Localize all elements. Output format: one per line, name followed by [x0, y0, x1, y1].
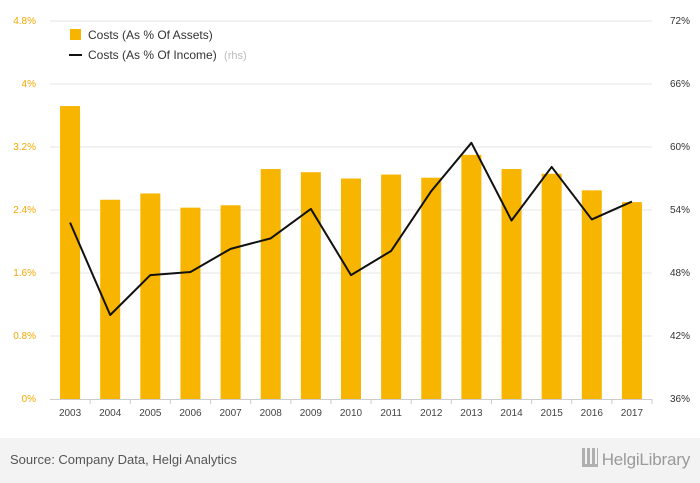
- right-axis-ticks: 36% 42% 48% 54% 60% 66% 72%: [670, 16, 690, 405]
- bar: [341, 178, 361, 399]
- bar: [621, 202, 642, 399]
- bar: [421, 177, 442, 399]
- bar: [581, 190, 602, 399]
- bar: [140, 193, 161, 399]
- combo-chart: 0% 0.8% 1.6% 2.4% 3.2% 4% 4.8% 36% 42% 48% 54% 60%…: [13, 16, 690, 419]
- legend-label-line: Costs (As % Of Income) (rhs): [88, 48, 247, 62]
- x-tick-label: 2013: [460, 408, 483, 419]
- left-tick-label: 4.8%: [13, 16, 36, 27]
- legend-line-name: Costs (As % Of Income): [88, 48, 217, 62]
- x-tick-label: 2017: [621, 408, 644, 419]
- left-axis-ticks: 0% 0.8% 1.6% 2.4% 3.2% 4% 4.8%: [13, 16, 36, 405]
- line-series: [69, 141, 633, 316]
- left-tick-label: 0.8%: [13, 331, 36, 342]
- brand-logo: HelgiLibrary: [581, 448, 691, 470]
- right-tick-label: 72%: [670, 16, 690, 27]
- x-tick-label: 2016: [581, 408, 604, 419]
- x-tick-label: 2004: [99, 408, 122, 419]
- x-tick-label: 2012: [420, 408, 443, 419]
- library-icon: [581, 448, 598, 467]
- x-tick-label: 2007: [219, 408, 242, 419]
- x-axis-ticks: 2003 2004 2005 2006 2007 2008 2009 2010 2011 2012…: [59, 399, 653, 419]
- bar-series: [60, 106, 642, 400]
- left-tick-label: 1.6%: [13, 268, 36, 279]
- right-tick-label: 54%: [670, 205, 690, 216]
- bar: [381, 174, 402, 399]
- legend: Costs (As % Of Assets) Costs (As % Of In…: [69, 28, 247, 62]
- left-tick-label: 0%: [22, 394, 37, 405]
- x-tick-label: 2003: [59, 408, 82, 419]
- right-tick-label: 66%: [670, 79, 690, 90]
- bar: [100, 199, 121, 399]
- source-text: Source: Company Data, Helgi Analytics: [10, 452, 237, 467]
- footer: Source: Company Data, Helgi Analytics He…: [0, 438, 700, 483]
- x-tick-label: 2011: [380, 408, 402, 419]
- right-tick-label: 60%: [670, 142, 690, 153]
- x-tick-label: 2006: [179, 408, 202, 419]
- legend-line-note: (rhs): [224, 50, 247, 62]
- left-tick-label: 3.2%: [13, 142, 36, 153]
- x-tick-label: 2010: [340, 408, 363, 419]
- right-tick-label: 42%: [670, 331, 690, 342]
- right-tick-label: 36%: [670, 394, 690, 405]
- right-tick-label: 48%: [670, 268, 690, 279]
- bar: [60, 106, 81, 400]
- bar: [300, 172, 321, 399]
- legend-label-bar: Costs (As % Of Assets): [88, 28, 213, 42]
- left-tick-label: 4%: [22, 79, 37, 90]
- bar: [501, 169, 522, 399]
- bar: [220, 205, 241, 399]
- bar: [541, 173, 562, 399]
- brand-name: HelgiLibrary: [601, 450, 691, 469]
- x-tick-label: 2014: [500, 408, 523, 419]
- legend-swatch-bar: [70, 29, 81, 40]
- x-tick-label: 2015: [541, 408, 564, 419]
- x-tick-label: 2009: [300, 408, 323, 419]
- bar: [260, 169, 281, 399]
- bar: [461, 154, 482, 399]
- left-tick-label: 2.4%: [13, 205, 36, 216]
- x-tick-label: 2008: [260, 408, 283, 419]
- bar: [180, 207, 201, 399]
- x-tick-label: 2005: [139, 408, 162, 419]
